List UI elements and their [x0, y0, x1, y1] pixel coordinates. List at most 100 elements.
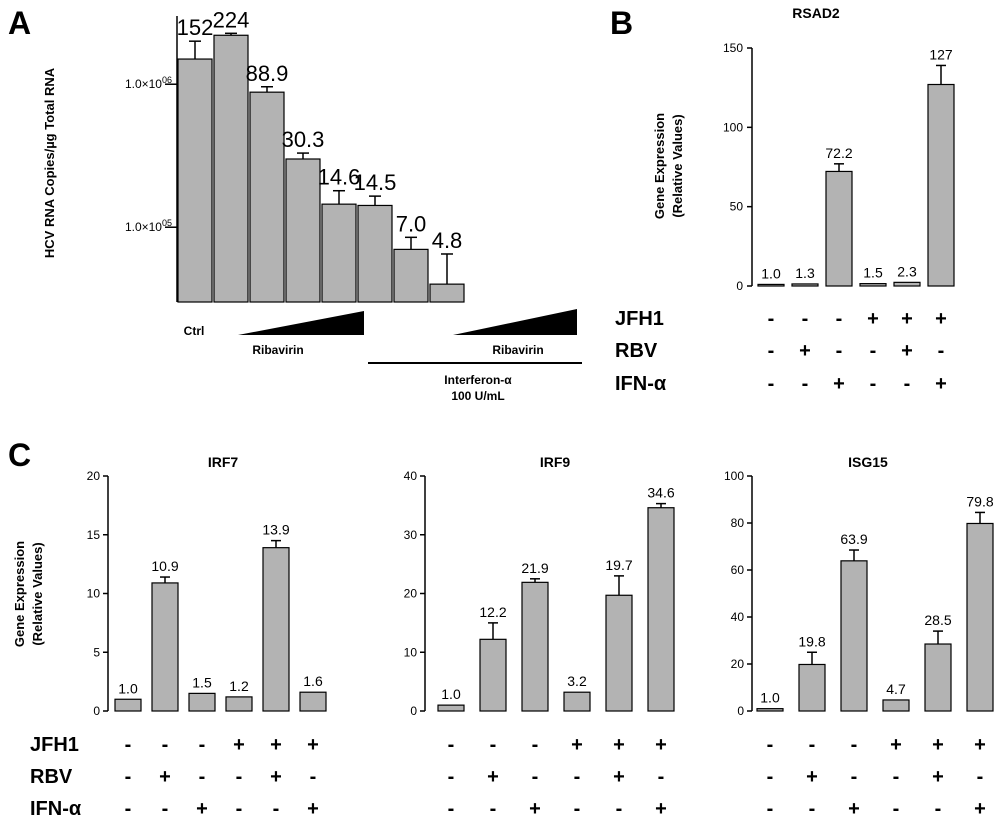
bar — [859, 283, 887, 287]
y-tick-label: 30 — [404, 528, 418, 542]
condition-symbol: - — [802, 373, 809, 395]
condition-symbol: - — [574, 766, 581, 788]
bar — [249, 91, 285, 303]
bar — [927, 83, 955, 287]
data-label: 79.8 — [966, 493, 993, 509]
panel-b: RSAD2 Gene Expression (Relative Values) … — [615, 5, 955, 395]
data-label: 224 — [213, 7, 250, 32]
condition-label: RBV — [615, 340, 658, 362]
bar — [114, 698, 142, 712]
condition-symbol: + — [806, 766, 818, 788]
bar — [357, 204, 393, 303]
condition-symbol: - — [767, 766, 774, 788]
bar — [521, 581, 549, 712]
data-label: 152 — [177, 15, 214, 40]
data-label: 10.9 — [151, 558, 178, 574]
bar — [299, 691, 327, 712]
condition-symbol: + — [890, 734, 902, 756]
panel-letter-c: C — [8, 437, 31, 473]
bar — [893, 281, 921, 287]
y-tick-label: 50 — [730, 200, 744, 214]
bar — [840, 560, 868, 712]
bar — [563, 691, 591, 712]
condition-symbol: - — [836, 340, 843, 362]
condition-symbol: - — [236, 766, 243, 788]
panel-a-ctrl-label: Ctrl — [184, 324, 205, 338]
panel-a-ylabel: HCV RNA Copies/µg Total RNA — [42, 67, 57, 258]
condition-symbol: - — [768, 373, 775, 395]
condition-symbol: - — [870, 373, 877, 395]
condition-symbol: + — [848, 798, 860, 818]
bar — [225, 696, 253, 712]
condition-symbol: - — [448, 766, 455, 788]
panel-c1-plot: 0 5 10 15 20 1.0 10.9 1.5 1.2 13.9 1.6 JFH1 RBV IFN-α… — [30, 469, 327, 818]
condition-symbol: - — [893, 798, 900, 818]
y-tick-label: 150 — [723, 41, 743, 55]
panel-c-ylabel2: (Relative Values) — [30, 542, 45, 645]
condition-symbol: - — [893, 766, 900, 788]
data-label: 4.7 — [886, 681, 906, 697]
condition-symbol: + — [655, 798, 667, 818]
data-label: 14.5 — [354, 170, 397, 195]
y-tick-label: 20 — [87, 469, 101, 483]
y-tick-label: 5 — [93, 645, 100, 659]
condition-symbol: + — [935, 308, 947, 330]
condition-label: IFN-α — [615, 373, 667, 395]
panel-a-ribavirin-label: Ribavirin — [252, 343, 303, 357]
y-tick-label: 0 — [736, 279, 743, 293]
condition-symbol: + — [901, 340, 913, 362]
data-label: 13.9 — [262, 522, 289, 538]
data-label: 12.2 — [479, 604, 506, 620]
panel-a-ribavirin2-label: Ribavirin — [492, 343, 543, 357]
condition-symbol: + — [487, 766, 499, 788]
condition-symbol: - — [310, 766, 317, 788]
condition-symbol: - — [616, 798, 623, 818]
data-label: 72.2 — [825, 145, 852, 161]
condition-symbol: - — [162, 798, 169, 818]
condition-label: JFH1 — [30, 734, 79, 756]
panel-a-plot: 1.0×1006 1.0×1005 152 224 88.9 30.3 14.614.5 7.… — [125, 7, 465, 303]
condition-label: IFN-α — [30, 798, 82, 818]
data-label: 30.3 — [282, 127, 325, 152]
condition-symbol: - — [236, 798, 243, 818]
condition-symbol: + — [935, 373, 947, 395]
data-label: 34.6 — [647, 485, 674, 501]
y-tick-label: 20 — [731, 657, 745, 671]
condition-symbol: + — [307, 734, 319, 756]
y-tick-label: 40 — [731, 610, 745, 624]
panel-letter-b: B — [610, 5, 633, 41]
condition-symbol: - — [125, 766, 132, 788]
condition-symbol: - — [935, 798, 942, 818]
condition-symbol: - — [448, 734, 455, 756]
condition-symbol: + — [901, 308, 913, 330]
bar — [756, 708, 784, 712]
y-tick-label: 0 — [93, 704, 100, 718]
y-tick-label: 10 — [404, 645, 418, 659]
condition-symbol: + — [932, 766, 944, 788]
data-label: 3.2 — [567, 673, 587, 689]
data-label: 1.3 — [795, 265, 815, 281]
panel-b-ylabel: Gene Expression — [652, 113, 667, 219]
ribavirin-wedge-1 — [238, 311, 364, 335]
bar — [798, 663, 826, 712]
bar — [188, 692, 216, 712]
condition-symbol: + — [655, 734, 667, 756]
condition-symbol: - — [870, 340, 877, 362]
condition-symbol: + — [799, 340, 811, 362]
condition-symbol: + — [196, 798, 208, 818]
panel-c-ylabel: Gene Expression — [12, 541, 27, 647]
panel-a: HCV RNA Copies/µg Total RNA 1.0×10061.0×… — [42, 7, 582, 403]
bar — [177, 58, 213, 303]
condition-symbol: + — [932, 734, 944, 756]
condition-symbol: - — [836, 308, 843, 330]
y-tick-label: 100 — [724, 469, 744, 483]
y-tick-label: 40 — [404, 469, 418, 483]
condition-symbol: + — [833, 373, 845, 395]
condition-symbol: - — [768, 308, 775, 330]
data-label: 2.3 — [897, 263, 917, 279]
y-tick-label: 1.0×1006 — [125, 75, 172, 91]
condition-symbol: - — [809, 798, 816, 818]
y-tick-label: 0 — [410, 704, 417, 718]
data-label: 1.0 — [761, 265, 781, 281]
